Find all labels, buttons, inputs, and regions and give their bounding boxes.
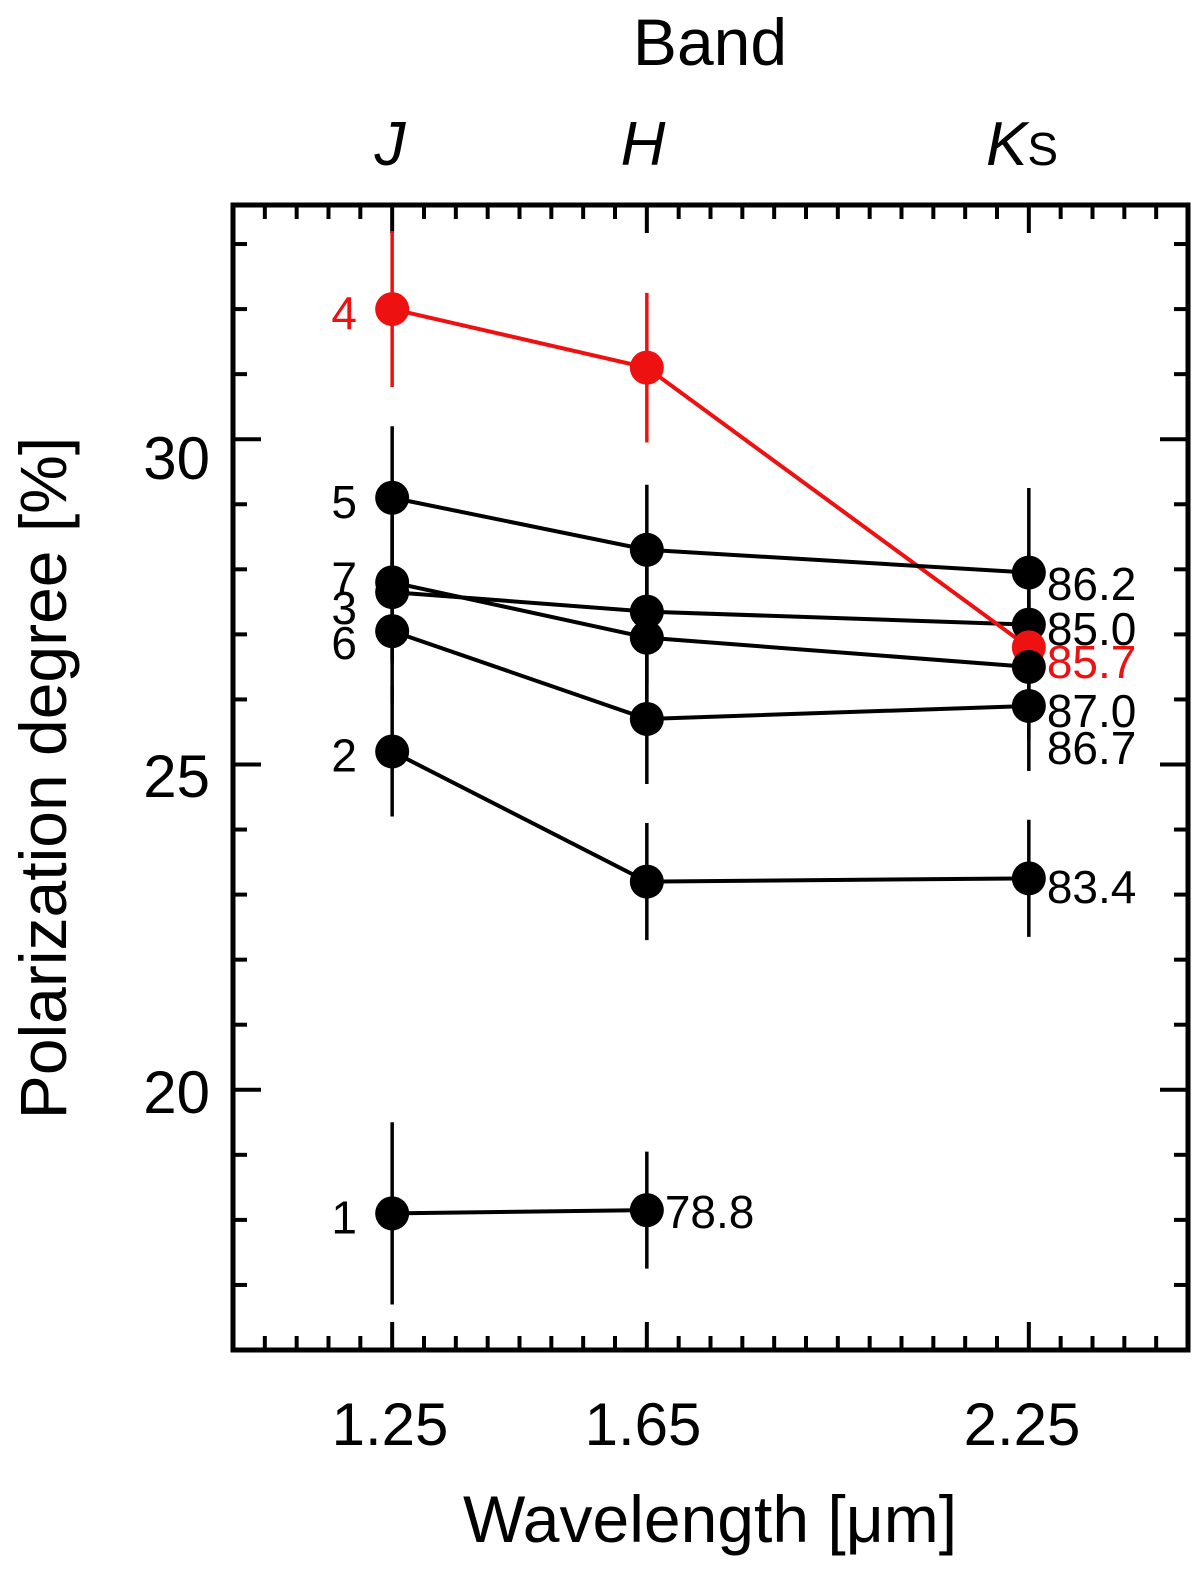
y-tick-label: 25 bbox=[143, 743, 210, 810]
data-point bbox=[629, 864, 664, 899]
end-value-label: 85.7 bbox=[1047, 636, 1137, 688]
data-point bbox=[375, 1196, 410, 1231]
end-value-label: 85.0 bbox=[1047, 603, 1137, 655]
series-label: 1 bbox=[331, 1191, 357, 1243]
data-point bbox=[375, 480, 410, 515]
top-axis-title: Band bbox=[633, 5, 787, 79]
x-tick-label: 1.25 bbox=[332, 1391, 449, 1458]
series-line-7 bbox=[391, 580, 1029, 669]
y-tick-label: 20 bbox=[143, 1059, 210, 1126]
band-label-j: J bbox=[374, 110, 407, 179]
data-point bbox=[629, 350, 664, 385]
band-label-ks: KS bbox=[986, 110, 1058, 179]
end-value-label: 86.2 bbox=[1047, 558, 1137, 610]
data-point bbox=[629, 701, 664, 736]
data-point bbox=[1011, 861, 1046, 896]
end-value-label: 86.7 bbox=[1047, 722, 1137, 774]
data-point bbox=[629, 1193, 664, 1228]
x-tick-label: 2.25 bbox=[964, 1391, 1081, 1458]
data-point bbox=[629, 620, 664, 655]
data-point bbox=[1011, 649, 1046, 684]
end-value-label: 87.0 bbox=[1047, 685, 1137, 737]
x-axis-title: Wavelength [μm] bbox=[463, 1482, 957, 1556]
y-axis-title: Polarization degree [%] bbox=[6, 437, 80, 1119]
series-line-5 bbox=[391, 495, 1029, 575]
series-label: 2 bbox=[331, 729, 357, 781]
series-label: 3 bbox=[331, 582, 357, 634]
data-point bbox=[375, 565, 410, 600]
x-tick-label: 1.65 bbox=[585, 1391, 702, 1458]
y-tick-label: 30 bbox=[143, 425, 210, 492]
series-line-3 bbox=[392, 590, 1029, 627]
data-point bbox=[629, 532, 664, 567]
series-line-4 bbox=[391, 307, 1031, 649]
plot-frame bbox=[230, 202, 1191, 1353]
series-label: 5 bbox=[331, 476, 357, 528]
series-line-2 bbox=[391, 749, 1029, 884]
data-point bbox=[629, 594, 664, 629]
series-label: 7 bbox=[331, 552, 357, 604]
series-label: 4 bbox=[331, 287, 357, 339]
end-value-label: 83.4 bbox=[1047, 861, 1137, 913]
series-label: 6 bbox=[331, 617, 357, 669]
end-value-label: 78.8 bbox=[665, 1186, 755, 1238]
data-point bbox=[375, 614, 410, 649]
data-point bbox=[1011, 688, 1046, 723]
data-point bbox=[375, 292, 410, 327]
data-point bbox=[375, 734, 410, 769]
band-label-h: H bbox=[621, 110, 666, 179]
series-line-1 bbox=[392, 1208, 647, 1216]
data-point bbox=[1011, 555, 1046, 590]
